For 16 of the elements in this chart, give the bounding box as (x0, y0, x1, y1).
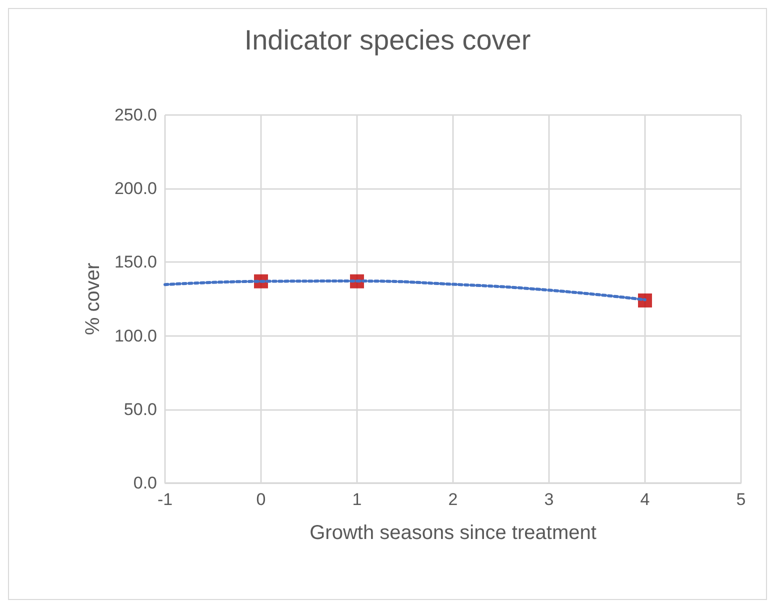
x-axis-title: Growth seasons since treatment (310, 522, 597, 544)
x-tick-label: 3 (544, 490, 554, 509)
x-tick-label: 0 (256, 490, 266, 509)
x-tick-label: 1 (352, 490, 362, 509)
y-tick-label: 0.0 (133, 474, 157, 492)
y-tick-label: 250.0 (114, 106, 157, 124)
x-tick-label: 4 (640, 490, 650, 509)
y-tick-label: 50.0 (124, 400, 157, 419)
x-tick-label: 5 (736, 490, 746, 509)
y-tick-label: 200.0 (114, 179, 157, 198)
y-tick-label: 150.0 (114, 252, 157, 272)
y-axis-title: % cover (82, 262, 104, 336)
x-tick-label: -1 (157, 490, 173, 509)
x-tick-label: 2 (448, 490, 458, 509)
y-tick-label: 100.0 (114, 326, 157, 346)
chart-title: Indicator species cover (244, 24, 531, 56)
